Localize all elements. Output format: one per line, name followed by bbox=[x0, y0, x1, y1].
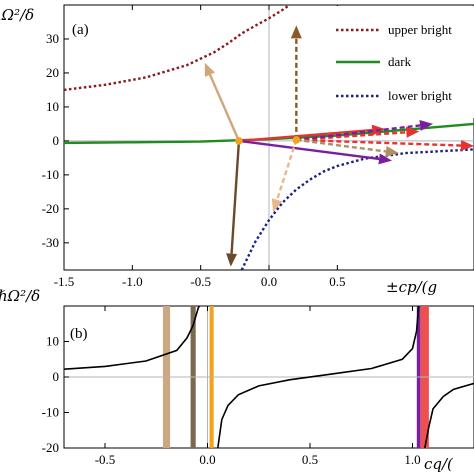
panel-a-ytick-label: -10 bbox=[42, 167, 59, 182]
arrow-2-head bbox=[226, 253, 238, 267]
panel-a-xtick-label: 0.0 bbox=[261, 274, 277, 289]
arrow-9-shaft bbox=[296, 138, 462, 147]
arrow-8-head bbox=[419, 119, 433, 131]
arrow-10-shaft bbox=[296, 138, 387, 153]
curve-branch-2 bbox=[217, 306, 420, 448]
arrow-4-shaft bbox=[238, 139, 380, 161]
panel-a-ytick-label: -30 bbox=[42, 235, 59, 250]
panel-a-ytick-label: 0 bbox=[53, 133, 60, 148]
arrow-9-head bbox=[460, 140, 474, 152]
arrow-4-head bbox=[378, 153, 392, 165]
panel-b-xtick-label: 0.0 bbox=[199, 452, 215, 467]
panel-a-label: (a) bbox=[72, 22, 89, 38]
panel-b-ytick-label: 0 bbox=[53, 369, 60, 384]
panel-a-xlabel: ±cp/(g bbox=[386, 278, 437, 296]
panel-a-ytick-label: 20 bbox=[46, 65, 59, 80]
curve-branch-3 bbox=[424, 382, 474, 448]
arrow-2 bbox=[226, 140, 241, 267]
panel-b-xlabel: cq/( bbox=[424, 455, 454, 473]
curve-branch-1 bbox=[64, 306, 200, 370]
arrow-10 bbox=[296, 138, 399, 157]
panel-a-ylabel: ℏΩ²/δ bbox=[0, 6, 34, 24]
panel-a-xtick-label: -1.0 bbox=[122, 274, 143, 289]
panel-b-xtick-label: 1.0 bbox=[404, 452, 420, 467]
panel-b-series bbox=[64, 306, 474, 448]
arrow-4 bbox=[238, 139, 392, 165]
panel-a-ytick-label: 10 bbox=[46, 99, 59, 114]
state-dot-1 bbox=[235, 137, 243, 145]
arrow-5 bbox=[290, 25, 302, 140]
arrow-6 bbox=[271, 139, 298, 213]
panel-a-ytick-label: -20 bbox=[42, 201, 59, 216]
arrow-8-shaft bbox=[296, 124, 421, 142]
series-lower-bright bbox=[240, 148, 474, 270]
legend: upper bright dark lower bright bbox=[330, 6, 474, 118]
arrow-7-head bbox=[405, 126, 420, 138]
panel-a-xtick-label: 0.5 bbox=[329, 274, 345, 289]
panel-a-xtick-label: -1.5 bbox=[54, 274, 75, 289]
arrow-10-head bbox=[385, 146, 399, 157]
arrow-6-head bbox=[271, 198, 283, 213]
panel-b-ytick-label: -10 bbox=[42, 405, 59, 420]
panel-a-xtick-label: -0.5 bbox=[190, 274, 211, 289]
arrow-6-shaft bbox=[275, 139, 298, 201]
panel-b-ytick-label: -20 bbox=[42, 440, 59, 455]
panel-b-ticks: -0.5 0.0 0.5 1.0 -20 -10 0 10 bbox=[42, 306, 421, 467]
panel-b-ylabel: ℏΩ²/δ bbox=[0, 287, 40, 305]
panel-b-zero-lines bbox=[64, 306, 474, 448]
panel-a-arrows bbox=[204, 25, 474, 267]
panel-a-ytick-label: 30 bbox=[46, 31, 59, 46]
arrow-1-shaft bbox=[208, 74, 241, 142]
legend-label-lower-bright: lower bright bbox=[388, 88, 452, 103]
panel-b-xtick-label: 0.5 bbox=[302, 452, 318, 467]
panel-b-label: (b) bbox=[70, 326, 88, 342]
arrow-8 bbox=[296, 119, 433, 142]
arrow-3-shaft bbox=[238, 128, 373, 143]
series-upper-bright bbox=[64, 5, 291, 92]
arrow-1-head bbox=[204, 62, 216, 77]
panel-b-ytick-label: 10 bbox=[46, 334, 59, 349]
panel-a-ticks: -1.5 -1.0 -0.5 0.0 0.5 -30 -20 -10 0 10 20 30 bbox=[42, 5, 345, 289]
legend-label-dark: dark bbox=[388, 54, 412, 69]
arrow-9 bbox=[296, 138, 474, 152]
arrow-2-shaft bbox=[230, 140, 241, 254]
panel-b-xtick-label: -0.5 bbox=[95, 452, 116, 467]
state-dot-2 bbox=[292, 136, 301, 144]
panel-b: -0.5 0.0 0.5 1.0 -20 -10 0 10 (b) ℏΩ²/δ cq/( bbox=[0, 287, 474, 473]
arrow-1 bbox=[204, 62, 241, 142]
legend-label-upper-bright: upper bright bbox=[388, 22, 452, 37]
panel-a: -1.5 -1.0 -0.5 0.0 0.5 -30 -20 -10 0 10 20 30 (a) ℏ… bbox=[0, 4, 474, 296]
arrow-5-head bbox=[290, 25, 302, 39]
